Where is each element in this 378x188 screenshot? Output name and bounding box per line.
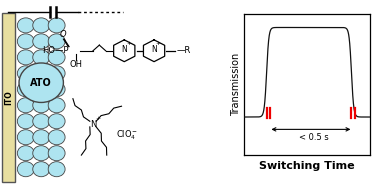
Text: ClO$_4^-$: ClO$_4^-$ (116, 129, 138, 142)
Circle shape (17, 146, 34, 161)
Text: N: N (90, 120, 96, 129)
Circle shape (48, 50, 65, 65)
Text: O: O (60, 30, 67, 39)
Circle shape (33, 34, 50, 49)
Circle shape (17, 50, 34, 65)
Text: —R: —R (177, 46, 191, 55)
Text: < 0.5 s: < 0.5 s (299, 133, 329, 143)
Circle shape (17, 98, 34, 113)
Circle shape (33, 66, 50, 81)
Circle shape (33, 130, 50, 145)
Text: N: N (151, 45, 157, 54)
Circle shape (33, 114, 50, 129)
Text: +: + (95, 116, 100, 121)
Bar (2, 13, 15, 182)
Circle shape (19, 63, 64, 102)
Circle shape (17, 66, 34, 81)
Circle shape (17, 82, 34, 97)
Text: ATO: ATO (30, 78, 52, 88)
X-axis label: Switching Time: Switching Time (259, 161, 355, 171)
Circle shape (33, 82, 50, 97)
Circle shape (33, 162, 50, 177)
Circle shape (48, 98, 65, 113)
Circle shape (17, 114, 34, 129)
Circle shape (33, 50, 50, 65)
Circle shape (17, 34, 34, 49)
Circle shape (33, 98, 50, 113)
Circle shape (17, 18, 34, 33)
Circle shape (48, 146, 65, 161)
Circle shape (48, 130, 65, 145)
Circle shape (33, 18, 50, 33)
Circle shape (48, 162, 65, 177)
Circle shape (48, 34, 65, 49)
Circle shape (17, 130, 34, 145)
Circle shape (48, 114, 65, 129)
Text: ITO: ITO (4, 90, 13, 105)
Circle shape (17, 162, 34, 177)
Text: N: N (121, 45, 127, 54)
Circle shape (48, 82, 65, 97)
Circle shape (48, 18, 65, 33)
Y-axis label: Transmission: Transmission (231, 53, 241, 116)
Circle shape (48, 66, 65, 81)
Text: +: + (126, 41, 131, 46)
Text: OH: OH (70, 60, 82, 69)
Text: +: + (156, 41, 161, 46)
Circle shape (33, 146, 50, 161)
Text: HO—P: HO—P (42, 46, 69, 55)
